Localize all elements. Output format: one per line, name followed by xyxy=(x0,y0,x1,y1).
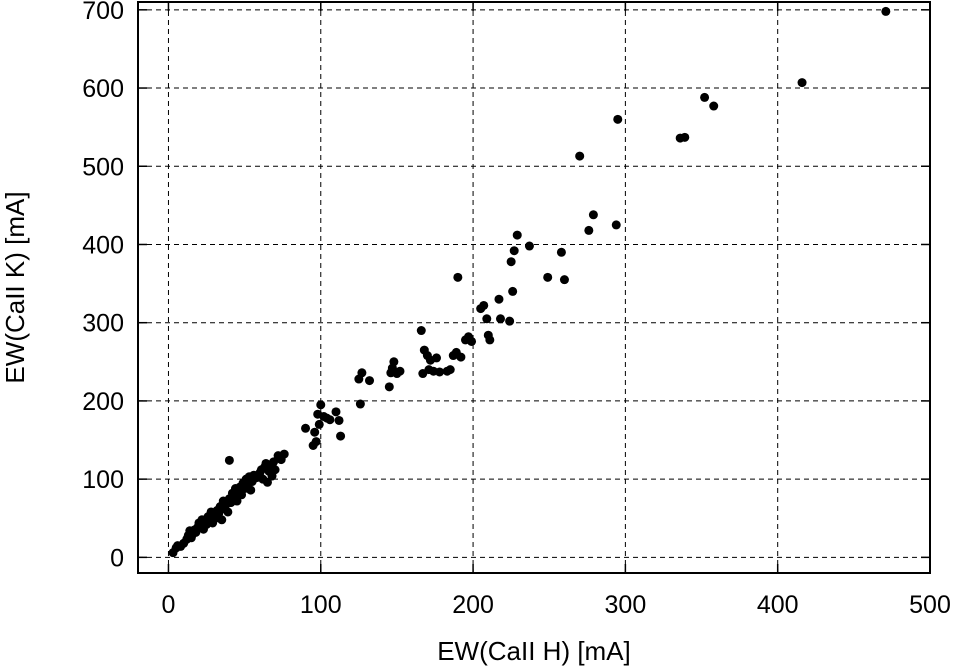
y-tick-label: 100 xyxy=(82,466,124,494)
scatter-point xyxy=(506,257,516,267)
scatter-point xyxy=(310,427,320,437)
scatter-point xyxy=(709,101,719,111)
scatter-point xyxy=(223,507,233,517)
scatter-point xyxy=(355,399,365,409)
grid-lines xyxy=(138,2,931,573)
scatter-point xyxy=(395,366,405,376)
scatter-point xyxy=(357,368,367,378)
scatter-point xyxy=(559,275,569,285)
scatter-point xyxy=(316,400,326,410)
scatter-point xyxy=(485,335,495,345)
x-tick-label: 100 xyxy=(300,591,342,619)
x-tick-label: 0 xyxy=(162,591,176,619)
scatter-point xyxy=(881,6,891,16)
scatter-point xyxy=(246,485,256,495)
y-tick-label: 500 xyxy=(82,153,124,181)
scatter-point xyxy=(269,457,279,467)
x-tick-label: 400 xyxy=(757,591,799,619)
data-points xyxy=(168,6,891,558)
scatter-point xyxy=(279,449,289,459)
scatter-point xyxy=(613,114,623,124)
scatter-point xyxy=(416,326,426,336)
y-tick-label: 200 xyxy=(82,388,124,416)
y-tick-label: 700 xyxy=(82,0,124,25)
scatter-point xyxy=(435,367,445,377)
scatter-point xyxy=(588,210,598,220)
plot-frame xyxy=(137,1,931,574)
scatter-point xyxy=(224,455,234,465)
y-tick-label: 300 xyxy=(82,310,124,338)
scatter-point xyxy=(331,407,341,417)
scatter-point xyxy=(575,151,585,161)
scatter-point xyxy=(611,220,621,230)
scatter-point xyxy=(445,365,455,375)
y-tick-label: 0 xyxy=(110,544,124,572)
scatter-point xyxy=(336,431,346,441)
scatter-point xyxy=(797,78,807,88)
scatter-point xyxy=(334,415,344,425)
scatter-point xyxy=(556,247,566,257)
x-axis-title: EW(CaII H) [mA] xyxy=(437,636,631,666)
scatter-point xyxy=(311,437,321,447)
scatter-point xyxy=(384,382,394,392)
x-tick-label: 500 xyxy=(909,591,951,619)
scatter-point xyxy=(584,225,594,235)
scatter-point xyxy=(217,515,227,525)
x-tick-label: 300 xyxy=(605,591,647,619)
scatter-point xyxy=(365,376,375,386)
scatter-point xyxy=(262,477,272,487)
scatter-point xyxy=(505,316,515,326)
scatter-point xyxy=(467,336,477,346)
scatter-point xyxy=(494,294,504,304)
scatter-point xyxy=(509,246,519,256)
scatter-point xyxy=(432,353,442,363)
y-tick-label: 400 xyxy=(82,231,124,259)
scatter-point xyxy=(314,419,324,429)
scatter-point xyxy=(524,241,534,251)
scatter-point xyxy=(700,92,710,102)
x-tick-label: 200 xyxy=(452,591,494,619)
scatter-point xyxy=(495,314,505,324)
scatter-point xyxy=(389,357,399,367)
scatter-point xyxy=(482,314,492,324)
scatter-point xyxy=(270,465,280,475)
scatter-point xyxy=(301,423,311,433)
scatter-point xyxy=(325,415,335,425)
scatter-point xyxy=(456,352,466,362)
scatter-point xyxy=(232,496,242,506)
y-tick-label: 600 xyxy=(82,75,124,103)
scatter-point xyxy=(543,272,553,282)
scatter-point xyxy=(512,230,522,240)
axis-ticks: 0 100 200 300 400 500 0 100 200 300 400 500 600 700 xyxy=(82,0,951,619)
y-axis-title: EW(CaII K) [mA] xyxy=(0,191,30,383)
scatter-point xyxy=(453,272,463,282)
scatter-point xyxy=(508,286,518,296)
scatter-point xyxy=(479,300,489,310)
scatter-point xyxy=(680,132,690,142)
